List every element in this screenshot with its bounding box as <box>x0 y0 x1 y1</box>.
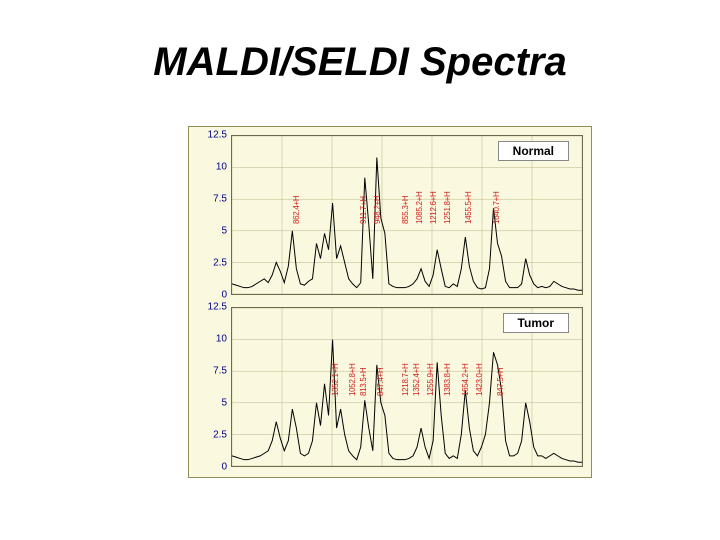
ytick-label: 2.5 <box>213 258 231 269</box>
ytick-label: 0 <box>221 462 231 473</box>
spectra-chart-area: 862.4+H 911.7+H 948.2+H 855.3+H 1085.2+H 1212… <box>188 126 592 478</box>
peak-label: 1218.7+H <box>401 363 410 396</box>
peak-label: 813.5+H <box>359 368 368 396</box>
ytick-label: 7.5 <box>213 366 231 377</box>
peak-label: 948.2+H <box>373 196 382 224</box>
peak-label: 855.3+H <box>401 196 410 224</box>
peak-label: 847.5+H <box>496 368 505 396</box>
peak-label: 1383.8+H <box>443 363 452 396</box>
peak-label: 1085.2+H <box>415 191 424 224</box>
peak-label: 1654.2+H <box>461 363 470 396</box>
peak-label: 847.4+H <box>376 368 385 396</box>
peak-label: 1255.9+H <box>426 363 435 396</box>
peak-label: 1352.1+H <box>331 363 340 396</box>
ytick-label: 12.5 <box>208 302 231 313</box>
ytick-label: 2.5 <box>213 430 231 441</box>
panel-label: Normal <box>498 141 569 161</box>
peak-label: 1352.4+H <box>412 363 421 396</box>
peak-label: 1423.0+H <box>475 363 484 396</box>
ytick-label: 7.5 <box>213 194 231 205</box>
ytick-label: 5 <box>221 398 231 409</box>
ytick-label: 5 <box>221 226 231 237</box>
ytick-label: 10 <box>216 334 231 345</box>
peak-label: 1251.8+H <box>443 191 452 224</box>
peak-label: 1212.6+H <box>429 191 438 224</box>
ytick-label: 10 <box>216 162 231 173</box>
spectrum-panel-normal: 862.4+H 911.7+H 948.2+H 855.3+H 1085.2+H 1212… <box>231 135 583 295</box>
spectrum-panel-tumor: 1352.1+H1052.8+H813.5+H847.4+H1218.7+H13… <box>231 307 583 467</box>
peak-label: 862.4+H <box>292 196 301 224</box>
panel-label: Tumor <box>503 313 569 333</box>
ytick-label: 0 <box>221 290 231 301</box>
peak-label: 1640.7+H <box>492 191 501 224</box>
ytick-label: 12.5 <box>208 130 231 141</box>
page-title: MALDI/SELDI Spectra <box>153 40 566 85</box>
peak-label: 911.7+H <box>359 196 368 224</box>
peak-label: 1052.8+H <box>348 363 357 396</box>
peak-label: 1455.5+H <box>464 191 473 224</box>
